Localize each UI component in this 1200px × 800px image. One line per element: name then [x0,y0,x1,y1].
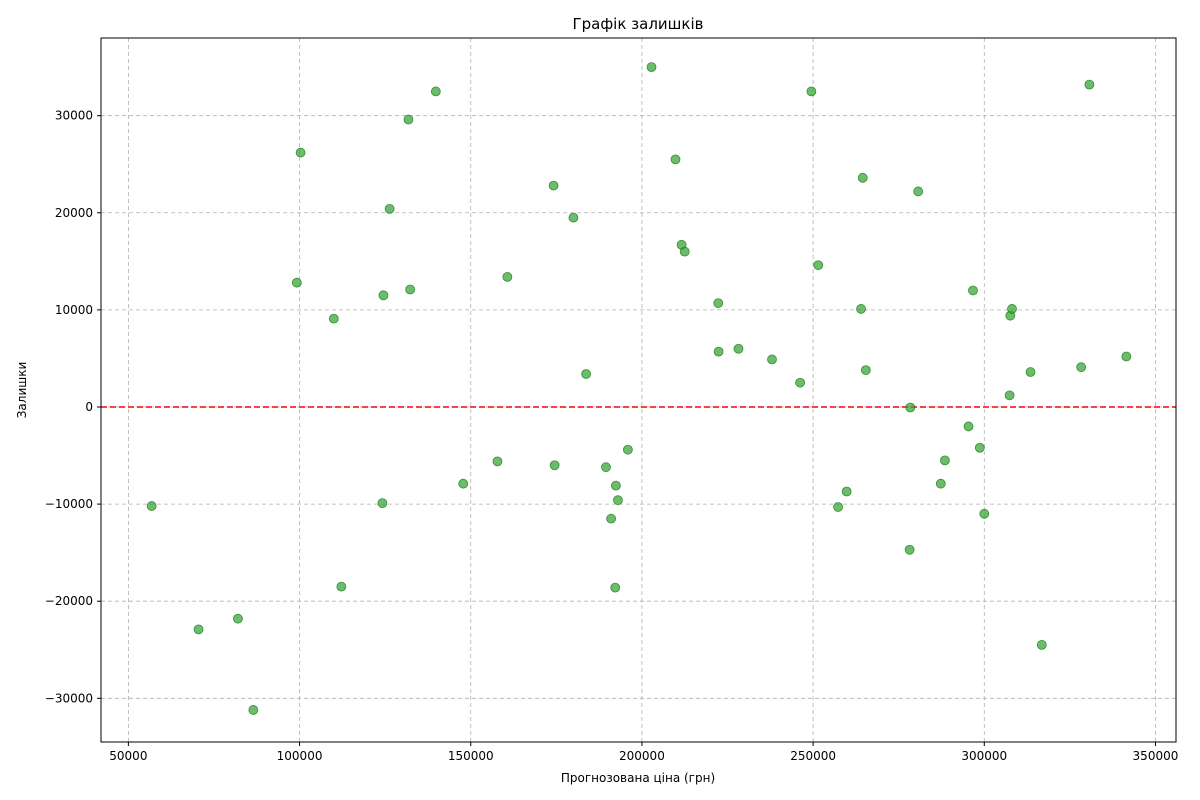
data-point [968,285,978,296]
data-point [646,62,657,73]
data-point [601,462,611,473]
data-point [841,486,852,497]
x-axis-label: Прогнозована ціна (грн) [561,771,715,785]
data-point [403,114,414,125]
data-point [146,501,157,511]
data-point [1004,390,1015,401]
data-point [295,147,306,158]
data-point [806,86,817,97]
data-point [795,377,805,388]
data-point [405,284,416,295]
data-point [606,513,617,524]
data-point [904,544,915,555]
y-axis-label: Залишки [15,362,29,419]
data-point [905,402,916,413]
data-point [974,442,985,453]
y-axis-ticks: −30000 −20000 −10000 0 10000 20000 30000 [45,109,101,705]
data-point [1121,351,1132,362]
data-point [1007,304,1017,314]
data-point [581,369,592,379]
data-points [146,62,1132,715]
y-tick-label: −20000 [45,594,93,608]
x-tick-label: 50000 [109,749,147,763]
data-point [935,478,946,489]
data-point [679,246,690,257]
x-tick-label: 300000 [961,749,1007,763]
data-point [328,313,339,324]
x-tick-label: 150000 [448,749,494,763]
data-point [378,290,389,301]
data-point [611,480,621,491]
plot-frame [100,37,1177,743]
data-point [963,421,974,432]
data-point [613,495,623,506]
data-point [713,346,724,357]
data-point [549,460,560,471]
data-point [384,204,395,214]
data-point [1076,362,1087,373]
y-tick-label: 30000 [55,109,93,123]
data-point [913,186,924,197]
data-point [713,298,724,308]
data-point [568,212,579,223]
y-tick-label: 10000 [55,303,93,317]
data-point [857,172,868,183]
data-point [336,581,347,592]
x-tick-label: 100000 [277,749,323,763]
y-tick-label: −10000 [45,497,93,511]
data-point [458,478,469,489]
data-point [377,498,388,509]
data-point [670,154,681,165]
data-point [430,86,441,97]
data-point [979,508,990,519]
x-axis-ticks: 50000 100000 150000 200000 250000 300000 35000… [109,742,1178,763]
data-point [733,343,744,354]
data-point [492,456,503,467]
chart-title: Графік залишків [573,15,704,33]
data-point [610,582,621,593]
data-point [233,613,243,624]
x-tick-label: 250000 [790,749,836,763]
data-point [248,705,259,715]
data-point [1036,639,1047,650]
plot-background [101,38,1176,742]
y-tick-label: 20000 [55,206,93,220]
y-tick-label: −30000 [45,691,93,705]
data-point [860,365,871,375]
data-point [622,444,633,455]
data-point [548,180,559,191]
data-point [193,624,204,635]
data-point [1025,367,1036,377]
x-tick-label: 350000 [1133,749,1179,763]
data-point [291,277,302,288]
data-point [502,271,513,282]
data-point [813,260,824,271]
data-point [1084,79,1095,90]
data-point [856,304,866,314]
grid-lines [101,38,1176,742]
data-point [940,455,950,466]
y-tick-label: 0 [85,400,93,414]
data-point [767,354,777,365]
x-tick-label: 200000 [619,749,665,763]
data-point [833,502,843,512]
